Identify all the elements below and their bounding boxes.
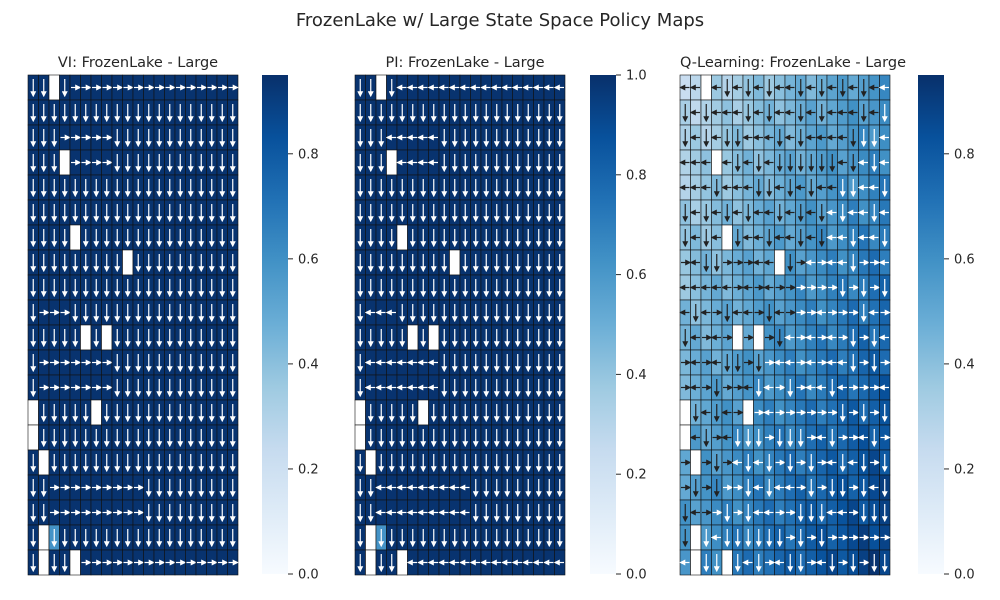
hole-cell [690,449,702,476]
colorbar-tick-label: 0.0 [954,568,975,583]
colorbar-tick-label: 0.6 [298,252,319,267]
colorbar-tick-label: 0.2 [954,462,975,477]
hole-cell [742,399,754,426]
colorbar-tick-label: 0.0 [626,568,647,583]
colorbar-tick-label: 0.8 [298,147,319,162]
colorbar-tick-label: 0.2 [626,468,647,483]
hole-cell [428,324,440,351]
colorbar-ticks-vi: 0.0 0.2 0.4 0.6 0.8 [288,147,319,583]
hole-cell [396,549,408,576]
hole-cell [396,224,408,251]
colorbar-tick-label: 0.4 [298,357,319,372]
hole-cell [38,524,50,551]
hole-cell [59,149,71,176]
colorbar-tick-label: 0.6 [626,268,647,283]
hole-cell [122,249,134,276]
colorbar-tick-label: 0.6 [954,252,975,267]
colorbar-tick-label: 0.0 [298,568,319,583]
hole-cell [38,449,50,476]
hole-cell [711,149,723,176]
hole-cell [774,249,786,276]
panel-q-learning: Q-Learning: FrozenLake - Large 0.0 0.2 0.4… [679,55,975,583]
colorbar-tick-label: 0.2 [298,462,319,477]
colorbar-vi [262,75,288,574]
colorbar-ticks-q-learning: 0.0 0.2 0.4 0.6 0.8 [944,147,975,583]
hole-cell [375,74,387,101]
hole-cell [732,324,744,351]
hole-cell [354,399,366,426]
hole-cell [721,549,733,576]
hole-cell [27,399,39,426]
colorbar-tick-label: 0.4 [626,368,647,383]
hole-cell [48,74,60,101]
hole-cell [700,74,712,101]
hole-cell [69,224,81,251]
hole-cell [679,424,691,451]
hole-cell [80,324,92,351]
hole-cell [386,149,398,176]
figure-title: FrozenLake w/ Large State Space Policy M… [296,10,704,31]
colorbar-tick-label: 0.8 [954,147,975,162]
panel-title-q-learning: Q-Learning: FrozenLake - Large [680,55,906,71]
hole-cell [753,324,765,351]
hole-cell [407,324,419,351]
hole-cell [90,399,102,426]
hole-cell [38,549,50,576]
panel-title-pi: PI: FrozenLake - Large [385,55,544,71]
colorbar-tick-label: 1.0 [626,69,647,84]
panel-title-vi: VI: FrozenLake - Large [58,55,218,71]
hole-cell [365,449,377,476]
hole-cell [27,424,39,451]
hole-cell [690,549,702,576]
hole-cell [690,524,702,551]
hole-cell [449,249,461,276]
panel-pi: PI: FrozenLake - Large 0.0 0.2 0.4 0.6 0.8 1.… [354,55,647,583]
hole-cell [69,549,81,576]
colorbar-ticks-pi: 0.0 0.2 0.4 0.6 0.8 1.0 [616,69,647,583]
colorbar-pi [590,75,616,574]
hole-cell [365,549,377,576]
panel-vi: VI: FrozenLake - Large 0.0 0.2 0.4 0.6 0.8 [27,55,319,583]
colorbar-q-learning [918,75,944,574]
colorbar-tick-label: 0.4 [954,357,975,372]
colorbar-tick-label: 0.8 [626,168,647,183]
hole-cell [679,399,691,426]
hole-cell [101,324,113,351]
policy-grid-vi [27,74,239,576]
policy-grid-pi [354,74,566,576]
hole-cell [354,424,366,451]
hole-cell [721,224,733,251]
hole-cell [417,399,429,426]
hole-cell [365,524,377,551]
policy-grid-q-learning [679,74,891,576]
